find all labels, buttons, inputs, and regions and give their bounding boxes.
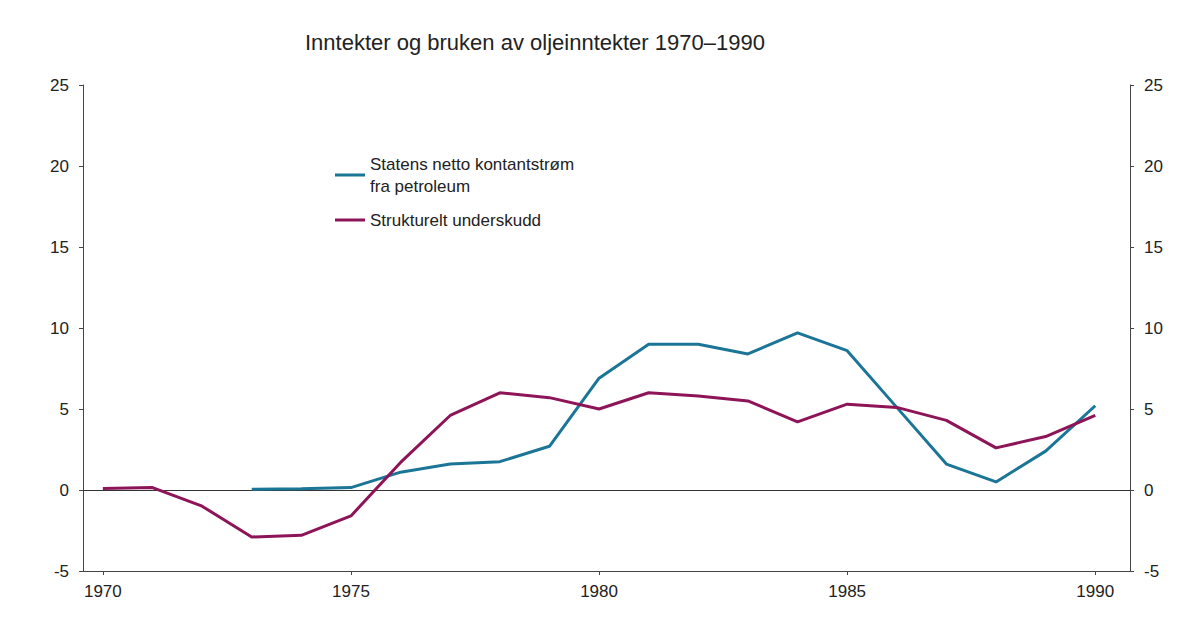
- svg-text:15: 15: [1144, 238, 1163, 257]
- svg-text:10: 10: [1144, 319, 1163, 338]
- svg-text:20: 20: [1144, 157, 1163, 176]
- svg-text:1990: 1990: [1076, 582, 1114, 601]
- svg-text:1980: 1980: [580, 582, 618, 601]
- svg-text:20: 20: [50, 157, 69, 176]
- svg-text:-5: -5: [54, 562, 69, 581]
- svg-text:Statens netto kontantstrøm: Statens netto kontantstrøm: [370, 155, 574, 174]
- svg-text:fra petroleum: fra petroleum: [370, 177, 470, 196]
- svg-text:25: 25: [50, 76, 69, 95]
- svg-text:1975: 1975: [332, 582, 370, 601]
- svg-text:25: 25: [1144, 76, 1163, 95]
- svg-text:Strukturelt underskudd: Strukturelt underskudd: [370, 211, 541, 230]
- svg-text:1985: 1985: [828, 582, 866, 601]
- svg-text:10: 10: [50, 319, 69, 338]
- svg-text:5: 5: [60, 400, 69, 419]
- svg-text:-5: -5: [1144, 562, 1159, 581]
- svg-text:0: 0: [1144, 481, 1153, 500]
- svg-text:Inntekter og bruken av oljeinn: Inntekter og bruken av oljeinntekter 197…: [305, 30, 765, 55]
- svg-text:15: 15: [50, 238, 69, 257]
- svg-text:0: 0: [60, 481, 69, 500]
- svg-text:1970: 1970: [84, 582, 122, 601]
- svg-text:5: 5: [1144, 400, 1153, 419]
